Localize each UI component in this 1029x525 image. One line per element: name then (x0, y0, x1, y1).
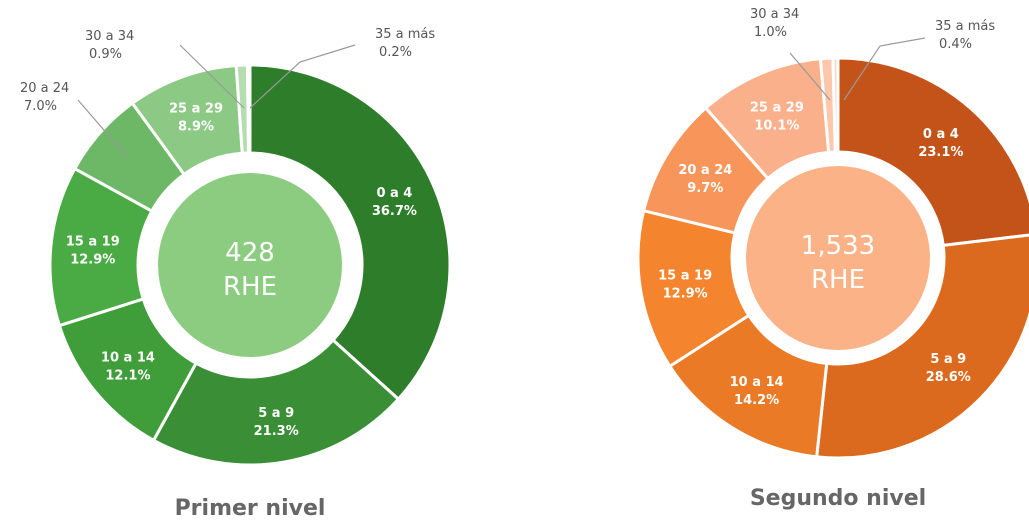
center-disc (158, 173, 342, 357)
slice-category-label: 5 a 9 (930, 352, 966, 367)
slice-percent-label: 14.2% (734, 393, 779, 408)
slice-category-label: 0 a 4 (923, 127, 959, 142)
slice-category-label: 20 a 24 (678, 163, 732, 178)
donut-slice (245, 63, 252, 155)
callout-line (249, 44, 356, 109)
slice-percent-label: 12.1% (105, 368, 150, 383)
center-value-label: 1,533 (801, 231, 875, 261)
donut-slice (815, 233, 1029, 460)
chart-title: Segundo nivel (750, 486, 926, 511)
callout-line (77, 99, 129, 159)
callout-percent-label: 0.4% (939, 37, 972, 52)
donut-slice (248, 63, 452, 402)
callout-category-label: 35 a más (375, 27, 435, 42)
center-value-label: 428 (225, 238, 275, 268)
callout-percent-label: 0.2% (379, 45, 412, 60)
slice-percent-label: 36.7% (372, 204, 417, 219)
callout-category-label: 20 a 24 (20, 81, 69, 96)
donut-slice (151, 337, 401, 467)
callout-line (179, 44, 245, 109)
slice-category-label: 15 a 19 (66, 235, 120, 250)
slice-percent-label: 23.1% (918, 145, 963, 160)
slice-category-label: 0 a 4 (376, 186, 412, 201)
slice-percent-label: 28.6% (926, 370, 971, 385)
slice-percent-label: 8.9% (178, 120, 214, 135)
slice-category-label: 25 a 29 (750, 101, 804, 116)
callout-line (789, 52, 831, 101)
callout-percent-label: 0.9% (89, 47, 122, 62)
slice-category-label: 10 a 14 (101, 350, 155, 365)
donut-chart-segundo-nivel: 0 a 4 23.1% 5 a 9 28.6% 10 a 14 14.2% 15 a 19 1… (636, 7, 1029, 511)
chart-title: Primer nivel (175, 496, 326, 521)
slice-category-label: 5 a 9 (258, 406, 294, 421)
slice-category-label: 10 a 14 (730, 375, 784, 390)
donut-slice (831, 56, 840, 154)
slice-percent-label: 10.1% (754, 119, 799, 134)
slice-category-label: 25 a 29 (169, 102, 223, 117)
callout-line (843, 37, 926, 101)
center-disc (746, 166, 930, 350)
center-unit-label: RHE (223, 272, 277, 302)
donut-chart-primer-nivel: 0 a 4 36.7% 5 a 9 21.3% 10 a 14 12.1% 15 a 19 1… (20, 27, 452, 521)
callout-percent-label: 7.0% (24, 99, 57, 114)
callout-category-label: 30 a 34 (85, 29, 134, 44)
callout-percent-label: 1.0% (754, 25, 787, 40)
slice-percent-label: 21.3% (254, 424, 299, 439)
slice-percent-label: 12.9% (70, 253, 115, 268)
slice-percent-label: 12.9% (663, 287, 708, 302)
callout-category-label: 35 a más (935, 19, 995, 34)
slice-category-label: 15 a 19 (658, 269, 712, 284)
donut-slice (836, 56, 1029, 248)
center-unit-label: RHE (811, 265, 865, 295)
slice-percent-label: 9.7% (687, 181, 723, 196)
callout-category-label: 30 a 34 (750, 7, 799, 22)
